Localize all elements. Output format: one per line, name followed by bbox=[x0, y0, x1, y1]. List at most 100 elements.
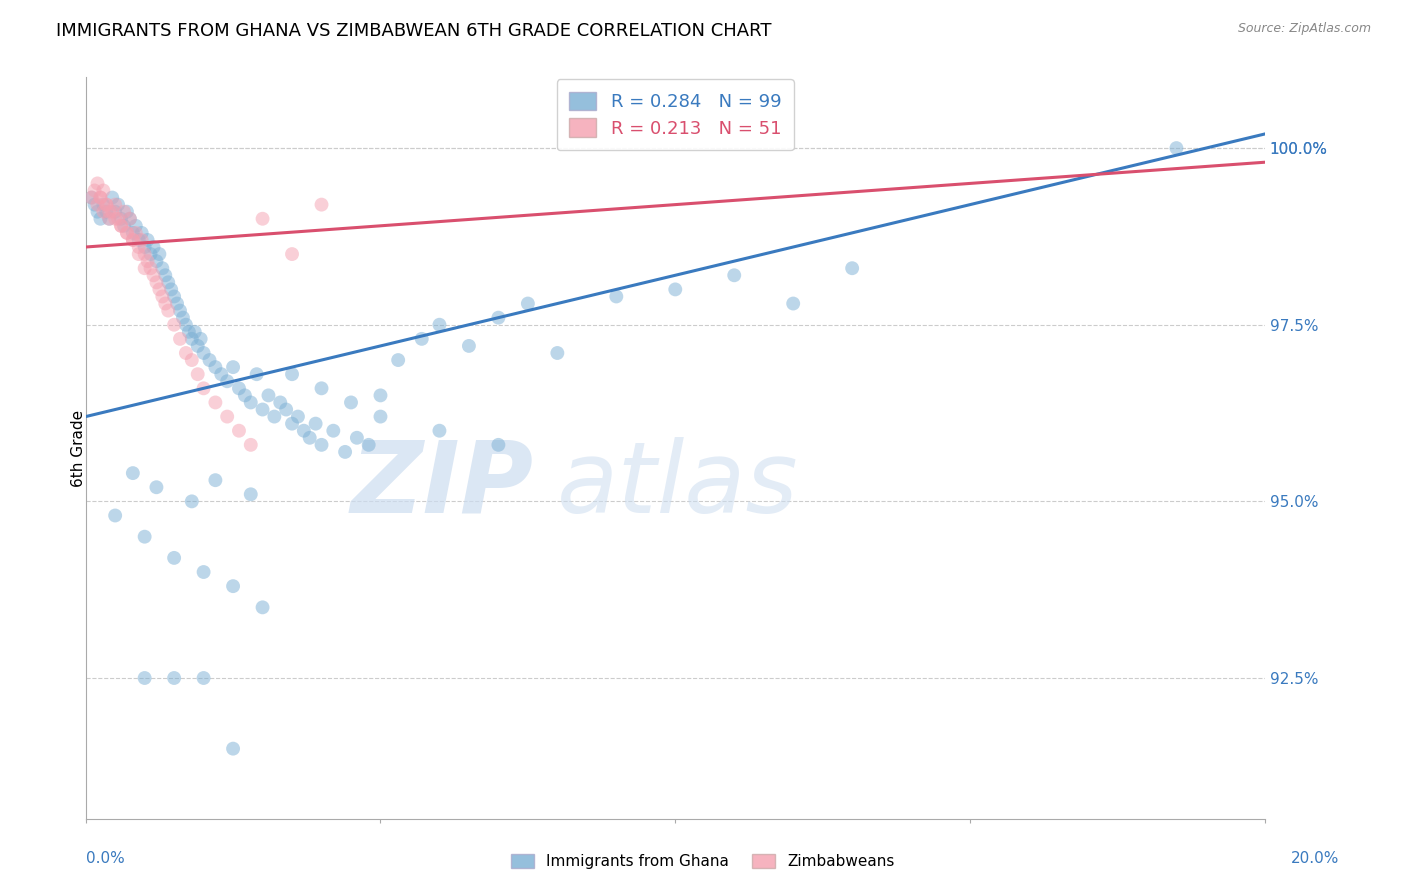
Point bbox=[222, 741, 245, 756]
Point bbox=[112, 204, 135, 219]
Point bbox=[239, 395, 262, 409]
Point bbox=[193, 565, 215, 579]
Point bbox=[93, 204, 115, 219]
Point bbox=[93, 197, 115, 211]
Point bbox=[145, 276, 167, 290]
Point bbox=[209, 367, 232, 381]
Point bbox=[98, 211, 121, 226]
Point bbox=[252, 402, 274, 417]
Y-axis label: 6th Grade: 6th Grade bbox=[72, 409, 86, 487]
Point bbox=[298, 431, 321, 445]
Point bbox=[83, 197, 105, 211]
Point bbox=[134, 671, 156, 685]
Point bbox=[228, 381, 250, 395]
Point bbox=[134, 261, 156, 276]
Point bbox=[98, 211, 121, 226]
Point bbox=[228, 424, 250, 438]
Point bbox=[121, 466, 143, 480]
Point bbox=[486, 310, 509, 325]
Legend: R = 0.284   N = 99, R = 0.213   N = 51: R = 0.284 N = 99, R = 0.213 N = 51 bbox=[557, 79, 794, 150]
Point bbox=[193, 381, 215, 395]
Point bbox=[180, 353, 202, 368]
Point bbox=[96, 197, 118, 211]
Point bbox=[89, 190, 111, 204]
Point bbox=[145, 254, 167, 268]
Point bbox=[233, 388, 256, 402]
Point bbox=[370, 388, 392, 402]
Point bbox=[80, 190, 103, 204]
Point bbox=[340, 395, 363, 409]
Point bbox=[118, 211, 141, 226]
Point bbox=[281, 247, 304, 261]
Text: 20.0%: 20.0% bbox=[1291, 852, 1339, 866]
Text: Source: ZipAtlas.com: Source: ZipAtlas.com bbox=[1237, 22, 1371, 36]
Point bbox=[131, 226, 153, 240]
Point bbox=[163, 550, 186, 565]
Point bbox=[155, 268, 177, 283]
Point bbox=[157, 303, 180, 318]
Point bbox=[112, 219, 135, 233]
Point bbox=[101, 190, 124, 204]
Point bbox=[110, 211, 132, 226]
Point bbox=[169, 303, 191, 318]
Point bbox=[664, 282, 686, 296]
Point bbox=[180, 494, 202, 508]
Point bbox=[429, 318, 451, 332]
Point bbox=[246, 367, 269, 381]
Point bbox=[180, 332, 202, 346]
Point bbox=[177, 325, 200, 339]
Point bbox=[89, 190, 111, 204]
Point bbox=[157, 276, 180, 290]
Point bbox=[148, 282, 170, 296]
Point bbox=[276, 402, 298, 417]
Point bbox=[605, 289, 627, 303]
Point bbox=[281, 367, 304, 381]
Point bbox=[107, 197, 129, 211]
Point bbox=[322, 424, 344, 438]
Point bbox=[187, 339, 209, 353]
Point bbox=[257, 388, 280, 402]
Point bbox=[198, 353, 221, 368]
Point bbox=[429, 424, 451, 438]
Text: ZIP: ZIP bbox=[350, 437, 534, 534]
Point bbox=[110, 219, 132, 233]
Point bbox=[193, 346, 215, 360]
Point bbox=[546, 346, 568, 360]
Point bbox=[187, 367, 209, 381]
Point bbox=[239, 487, 262, 501]
Point bbox=[101, 204, 124, 219]
Point bbox=[86, 197, 108, 211]
Point bbox=[193, 671, 215, 685]
Point bbox=[121, 226, 143, 240]
Point bbox=[86, 204, 108, 219]
Point bbox=[125, 226, 148, 240]
Point bbox=[107, 211, 129, 226]
Point bbox=[516, 296, 538, 310]
Point bbox=[1166, 141, 1188, 155]
Point bbox=[110, 219, 132, 233]
Point bbox=[96, 197, 118, 211]
Point bbox=[311, 381, 333, 395]
Point bbox=[239, 438, 262, 452]
Point bbox=[174, 346, 197, 360]
Point bbox=[411, 332, 433, 346]
Point bbox=[104, 211, 127, 226]
Point bbox=[80, 190, 103, 204]
Point bbox=[131, 233, 153, 247]
Point bbox=[150, 289, 173, 303]
Point bbox=[163, 671, 186, 685]
Point bbox=[222, 360, 245, 375]
Point bbox=[93, 184, 115, 198]
Point bbox=[96, 204, 118, 219]
Point bbox=[121, 233, 143, 247]
Legend: Immigrants from Ghana, Zimbabweans: Immigrants from Ghana, Zimbabweans bbox=[505, 847, 901, 875]
Point bbox=[128, 233, 150, 247]
Point bbox=[136, 233, 159, 247]
Point bbox=[166, 296, 188, 310]
Point bbox=[204, 360, 226, 375]
Point bbox=[155, 296, 177, 310]
Point bbox=[346, 431, 368, 445]
Point bbox=[252, 600, 274, 615]
Point bbox=[118, 211, 141, 226]
Text: 0.0%: 0.0% bbox=[86, 852, 125, 866]
